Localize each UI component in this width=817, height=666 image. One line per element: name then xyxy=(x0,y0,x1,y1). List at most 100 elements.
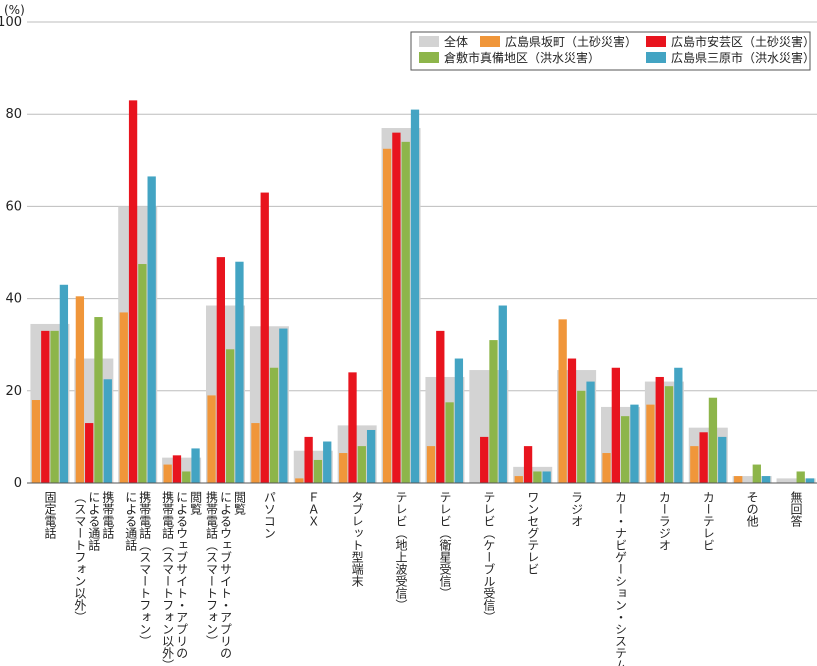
bar-series-2 xyxy=(392,132,401,483)
category-label: による通話 xyxy=(87,491,101,552)
bar-series-1 xyxy=(646,404,655,483)
bar-series-3 xyxy=(664,386,674,483)
category-label: パソコン xyxy=(262,491,276,539)
bar-series-1 xyxy=(339,453,348,483)
bar-series-1 xyxy=(602,453,611,483)
bar-series-3 xyxy=(752,464,761,483)
bar-series-4 xyxy=(147,176,156,483)
bar-total xyxy=(776,478,816,483)
gridlines xyxy=(27,21,817,392)
bar-series-4 xyxy=(235,261,244,483)
bar-series-3 xyxy=(577,390,586,483)
bar-series-2 xyxy=(480,436,489,483)
category-label: ワンセグテレビ xyxy=(526,491,540,575)
bar-series-3 xyxy=(533,471,542,483)
category-label: 閲覧 xyxy=(189,491,203,515)
category-label: 携帯電話（スマートフォン） xyxy=(138,490,152,647)
bar-series-2 xyxy=(655,376,664,483)
legend-swatch xyxy=(480,36,500,47)
legend-label: 広島市安芸区（土砂災害） xyxy=(671,34,815,49)
bar-series-1 xyxy=(558,319,567,483)
bar-series-4 xyxy=(805,478,815,483)
bar-series-3 xyxy=(313,459,323,483)
bar-series-2 xyxy=(436,330,445,483)
bar-series-3 xyxy=(708,397,718,483)
bar-series-4 xyxy=(674,367,683,483)
category-label: 携帯電話（スマートフォン） xyxy=(205,490,219,647)
bar-series-3 xyxy=(445,402,454,483)
bar-series-1 xyxy=(163,464,172,483)
bar-series-4 xyxy=(718,436,727,483)
bar-series-4 xyxy=(761,476,771,483)
bar-series-4 xyxy=(586,381,595,483)
category-label: カーラジオ xyxy=(657,491,671,551)
category-label: による通話 xyxy=(124,491,138,552)
bar-series-2 xyxy=(128,100,138,484)
category-label: ＦＡＸ xyxy=(306,491,320,527)
bar-series-1 xyxy=(514,476,523,483)
y-tick-label: 40 xyxy=(5,292,22,307)
legend: 全体 広島県坂町（土砂災害） 広島市安芸区（土砂災害） 倉敷市真備地区（洪水災害） 広島… xyxy=(410,31,815,71)
category-label: 無回答 xyxy=(789,490,803,528)
y-tick-label: 60 xyxy=(5,199,22,214)
legend-box xyxy=(410,31,811,71)
bar-series-1 xyxy=(119,312,128,483)
bar-series-4 xyxy=(191,448,200,483)
y-tick-label: 20 xyxy=(5,384,22,399)
y-axis-ticks: 0 20 40 60 80 100 xyxy=(0,15,22,491)
category-label: 携帯電話 xyxy=(101,490,115,540)
bar-series-3 xyxy=(401,141,410,484)
bar-series-2 xyxy=(523,446,533,483)
category-label: によるウェブサイト・アプリの xyxy=(219,491,233,659)
legend-swatch xyxy=(419,52,439,63)
category-label: （スマートフォン以外） xyxy=(73,491,87,623)
bar-series-2 xyxy=(260,192,269,483)
category-label: テレビ（地上波受信） xyxy=(394,491,408,611)
legend-label: 広島県坂町（土砂災害） xyxy=(505,34,637,49)
bar-series-3 xyxy=(796,471,805,483)
y-tick-label: 80 xyxy=(5,107,22,122)
category-label: カー・ナビゲーション・システム xyxy=(614,491,628,666)
bar-total xyxy=(513,466,553,483)
bar-series-2 xyxy=(567,358,577,483)
bar-series-3 xyxy=(621,416,630,483)
legend-swatch xyxy=(646,36,666,47)
category-label: によるウェブサイト・アプリの xyxy=(175,491,189,659)
legend-label: 全体 xyxy=(444,34,468,49)
bar-series-3 xyxy=(50,330,59,483)
category-label: テレビ（衛星受信） xyxy=(438,491,452,599)
bar-series-1 xyxy=(426,446,436,483)
bar-series-1 xyxy=(734,476,743,483)
bar-series-2 xyxy=(699,432,708,483)
bar-series-2 xyxy=(172,455,182,483)
bar-series-3 xyxy=(489,340,498,483)
bar-series-1 xyxy=(251,423,260,483)
category-label: タブレット型端末 xyxy=(350,491,364,587)
series-bars xyxy=(31,100,815,484)
category-label: テレビ（ケーブル受信） xyxy=(482,491,496,623)
category-label: 携帯電話（スマートフォン以外） xyxy=(161,490,175,666)
bar-series-2 xyxy=(85,423,94,483)
bar-series-1 xyxy=(690,446,699,483)
legend-swatch xyxy=(646,52,666,63)
category-label: 閲覧 xyxy=(233,491,247,515)
bar-series-4 xyxy=(366,429,376,483)
bar-series-2 xyxy=(611,367,620,483)
bar-series-2 xyxy=(304,436,313,483)
bar-series-4 xyxy=(59,284,69,483)
bar-series-1 xyxy=(382,148,392,483)
bar-series-3 xyxy=(138,264,147,483)
category-label: 固定電話 xyxy=(43,491,57,540)
bar-series-4 xyxy=(410,109,420,483)
bar-series-1 xyxy=(295,478,304,483)
category-label: その他 xyxy=(745,491,759,527)
bar-series-4 xyxy=(542,471,551,483)
bar-series-1 xyxy=(207,395,216,483)
bar-series-2 xyxy=(216,257,225,483)
bar-series-4 xyxy=(630,404,639,483)
bar-series-3 xyxy=(269,367,279,483)
legend-label: 倉敷市真備地区（洪水災害） xyxy=(444,50,600,65)
category-label: カーテレビ xyxy=(701,491,715,551)
